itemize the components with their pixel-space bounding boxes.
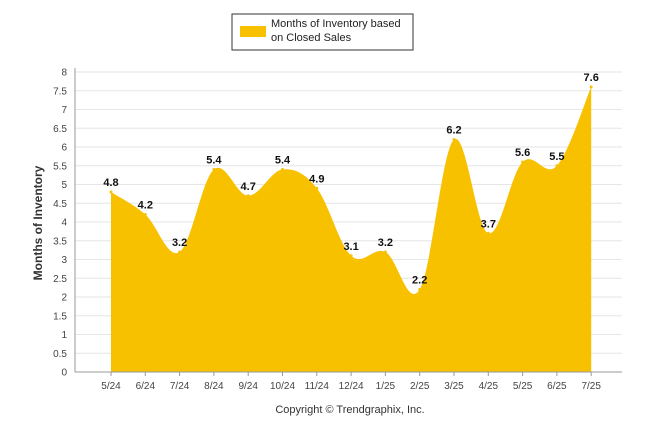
data-labels: 4.8 4.2 3.2 5.4 4.7 5.4 4.9 3.1 3.2 2.2 6.2 3.7 5.6 5…: [103, 72, 598, 287]
y-tick-label: 2: [61, 293, 67, 304]
data-point: [555, 164, 559, 168]
series-area: [109, 85, 593, 372]
y-tick-label: 7.5: [53, 86, 67, 97]
data-point: [349, 254, 353, 258]
y-tick-labels: 0 0.5 1 1.5 2 2.5 3 3.5 4 4.5 5 5.5 6 6.5 7 7.5 8: [53, 68, 67, 379]
x-tick-label: 11/24: [305, 381, 330, 392]
x-tick-labels: 5/24 6/24 7/24 8/24 9/24 10/24 11/24 12/24 1/25 2…: [101, 372, 601, 392]
y-tick-label: 7: [61, 105, 67, 116]
y-tick-label: 4.5: [53, 199, 67, 210]
data-label: 3.7: [481, 218, 496, 230]
y-tick-label: 5.5: [53, 161, 67, 172]
data-label: 6.2: [446, 125, 461, 137]
data-point: [246, 194, 250, 198]
data-point: [521, 160, 525, 164]
x-tick-label: 12/24: [339, 381, 364, 392]
data-label: 5.5: [549, 151, 564, 163]
data-point: [178, 250, 182, 254]
series-area-fill: [111, 87, 592, 372]
x-tick-label: 5/25: [513, 381, 533, 392]
x-tick-label: 8/24: [204, 381, 224, 392]
data-label: 7.6: [584, 72, 599, 84]
data-point: [589, 85, 593, 89]
y-tick-label: 3.5: [53, 236, 67, 247]
y-tick-label: 1: [61, 330, 67, 341]
data-label: 2.2: [412, 275, 427, 287]
data-point: [315, 186, 319, 190]
x-tick-label: 1/25: [376, 381, 396, 392]
x-tick-label: 5/24: [101, 381, 121, 392]
y-tick-label: 0.5: [53, 349, 67, 360]
data-point: [418, 288, 422, 291]
copyright-footer: Copyright © Trendgraphix, Inc.: [275, 404, 424, 416]
data-label: 4.9: [309, 173, 324, 185]
x-tick-label: 7/25: [581, 381, 601, 392]
y-tick-label: 6.5: [53, 124, 67, 135]
data-point: [143, 213, 147, 216]
data-point: [109, 190, 113, 194]
data-point: [383, 250, 387, 254]
data-label: 3.1: [343, 241, 358, 253]
data-label: 4.7: [241, 181, 256, 193]
legend: Months of Inventory based on Closed Sale…: [231, 13, 414, 51]
y-axis-label: Months of Inventory: [31, 165, 45, 280]
axes: [74, 68, 622, 373]
x-tick-label: 4/25: [479, 381, 499, 392]
data-label: 5.4: [206, 155, 222, 167]
x-tick-label: 6/24: [136, 381, 156, 392]
x-tick-label: 3/25: [444, 381, 464, 392]
data-label: 5.6: [515, 147, 530, 159]
legend-text-line-1: Months of Inventory based: [271, 18, 401, 30]
y-tick-label: 8: [61, 68, 67, 79]
data-label: 4.8: [103, 177, 118, 189]
data-label: 3.2: [172, 237, 187, 249]
x-tick-label: 10/24: [270, 381, 295, 392]
data-point: [212, 168, 216, 171]
y-tick-label: 2.5: [53, 274, 67, 285]
x-tick-label: 9/24: [238, 381, 258, 392]
x-tick-label: 6/25: [547, 381, 567, 392]
x-tick-label: 7/24: [170, 381, 190, 392]
data-label: 4.2: [138, 200, 153, 212]
data-point: [452, 138, 456, 141]
legend-swatch: [240, 26, 266, 37]
data-point: [486, 231, 490, 235]
y-tick-label: 6: [61, 143, 67, 154]
y-tick-label: 4: [61, 218, 67, 229]
x-tick-label: 2/25: [410, 381, 430, 392]
data-label: 3.2: [378, 237, 393, 249]
y-tick-label: 1.5: [53, 311, 67, 322]
y-tick-label: 0: [61, 368, 67, 379]
legend-text-line-2: on Closed Sales: [271, 32, 352, 44]
data-point: [281, 168, 284, 171]
y-tick-label: 5: [61, 180, 67, 191]
data-label: 5.4: [275, 155, 291, 167]
y-tick-label: 3: [61, 255, 67, 266]
